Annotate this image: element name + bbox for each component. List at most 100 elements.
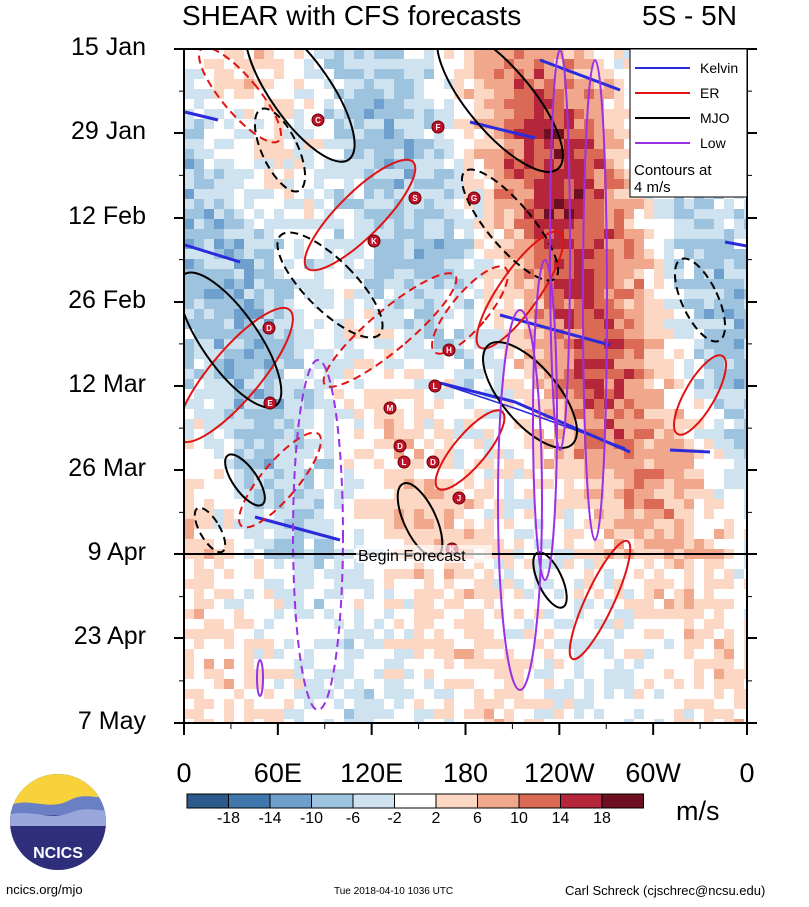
shear-cell xyxy=(474,259,484,269)
shear-cell xyxy=(554,199,564,209)
shear-cell xyxy=(724,569,734,579)
shear-cell xyxy=(294,619,304,629)
shear-cell xyxy=(644,569,654,579)
shear-cell xyxy=(414,159,424,169)
shear-cell xyxy=(214,259,224,269)
shear-cell xyxy=(254,169,264,179)
shear-cell xyxy=(414,349,424,359)
shear-cell xyxy=(734,229,744,239)
shear-cell xyxy=(294,269,304,279)
shear-cell xyxy=(604,229,614,239)
shear-cell xyxy=(434,489,444,499)
shear-cell xyxy=(524,129,534,139)
shear-cell xyxy=(394,349,404,359)
shear-cell xyxy=(464,489,474,499)
shear-cell xyxy=(524,349,534,359)
shear-cell xyxy=(734,219,744,229)
shear-cell xyxy=(574,179,584,189)
shear-cell xyxy=(434,389,444,399)
shear-cell xyxy=(424,479,434,489)
shear-cell xyxy=(434,449,444,459)
shear-cell xyxy=(594,609,604,619)
shear-cell xyxy=(644,649,654,659)
shear-cell xyxy=(534,519,544,529)
shear-cell xyxy=(454,629,464,639)
shear-cell xyxy=(414,469,424,479)
shear-cell xyxy=(704,559,714,569)
shear-cell xyxy=(404,329,414,339)
shear-cell xyxy=(224,129,234,139)
colorbar-label: -14 xyxy=(258,810,282,827)
shear-cell xyxy=(734,669,744,679)
shear-cell xyxy=(294,59,304,69)
shear-cell xyxy=(574,339,584,349)
shear-cell xyxy=(204,499,214,509)
shear-cell xyxy=(224,179,234,189)
shear-cell xyxy=(414,689,424,699)
shear-cell xyxy=(694,469,704,479)
shear-cell xyxy=(654,609,664,619)
shear-cell xyxy=(314,49,324,59)
shear-cell xyxy=(434,99,444,109)
shear-cell xyxy=(684,649,694,659)
shear-cell xyxy=(384,709,394,719)
shear-cell xyxy=(344,369,354,379)
shear-cell xyxy=(634,569,644,579)
shear-cell xyxy=(674,329,684,339)
shear-cell xyxy=(244,589,254,599)
shear-cell xyxy=(304,99,314,109)
shear-cell xyxy=(404,699,414,709)
shear-cell xyxy=(434,649,444,659)
shear-cell xyxy=(434,309,444,319)
shear-cell xyxy=(354,449,364,459)
shear-cell xyxy=(594,619,604,629)
shear-cell xyxy=(604,289,614,299)
shear-cell xyxy=(344,639,354,649)
shear-cell xyxy=(714,719,724,723)
shear-cell xyxy=(614,299,624,309)
shear-cell xyxy=(214,629,224,639)
shear-cell xyxy=(534,419,544,429)
shear-cell xyxy=(624,389,634,399)
shear-cell xyxy=(594,199,604,209)
shear-cell xyxy=(454,269,464,279)
shear-cell xyxy=(204,59,214,69)
shear-cell xyxy=(634,309,644,319)
shear-cell xyxy=(614,109,624,119)
shear-field xyxy=(184,49,747,723)
shear-cell xyxy=(604,169,614,179)
shear-cell xyxy=(504,269,514,279)
shear-cell xyxy=(354,179,364,189)
shear-cell xyxy=(584,709,594,719)
shear-cell xyxy=(634,449,644,459)
shear-cell xyxy=(524,599,534,609)
shear-cell xyxy=(464,559,474,569)
shear-cell xyxy=(734,249,744,259)
shear-cell xyxy=(594,99,604,109)
shear-cell xyxy=(254,129,264,139)
shear-cell xyxy=(404,189,414,199)
shear-cell xyxy=(384,159,394,169)
shear-cell xyxy=(584,539,594,549)
shear-cell xyxy=(384,469,394,479)
shear-cell xyxy=(614,319,624,329)
shear-cell xyxy=(234,259,244,269)
shear-cell xyxy=(534,339,544,349)
colorbar-swatch xyxy=(228,793,271,809)
shear-cell xyxy=(184,649,194,659)
shear-cell xyxy=(324,509,334,519)
shear-cell xyxy=(374,659,384,669)
shear-cell xyxy=(384,99,394,109)
shear-cell xyxy=(534,109,544,119)
shear-cell xyxy=(224,199,234,209)
shear-cell xyxy=(184,709,194,719)
shear-cell xyxy=(744,209,747,219)
shear-cell xyxy=(614,459,624,469)
shear-cell xyxy=(604,479,614,489)
storm-marker xyxy=(426,455,440,469)
shear-cell xyxy=(324,559,334,569)
shear-cell xyxy=(354,139,364,149)
shear-cell xyxy=(194,139,204,149)
shear-cell xyxy=(364,209,374,219)
shear-cell xyxy=(334,169,344,179)
